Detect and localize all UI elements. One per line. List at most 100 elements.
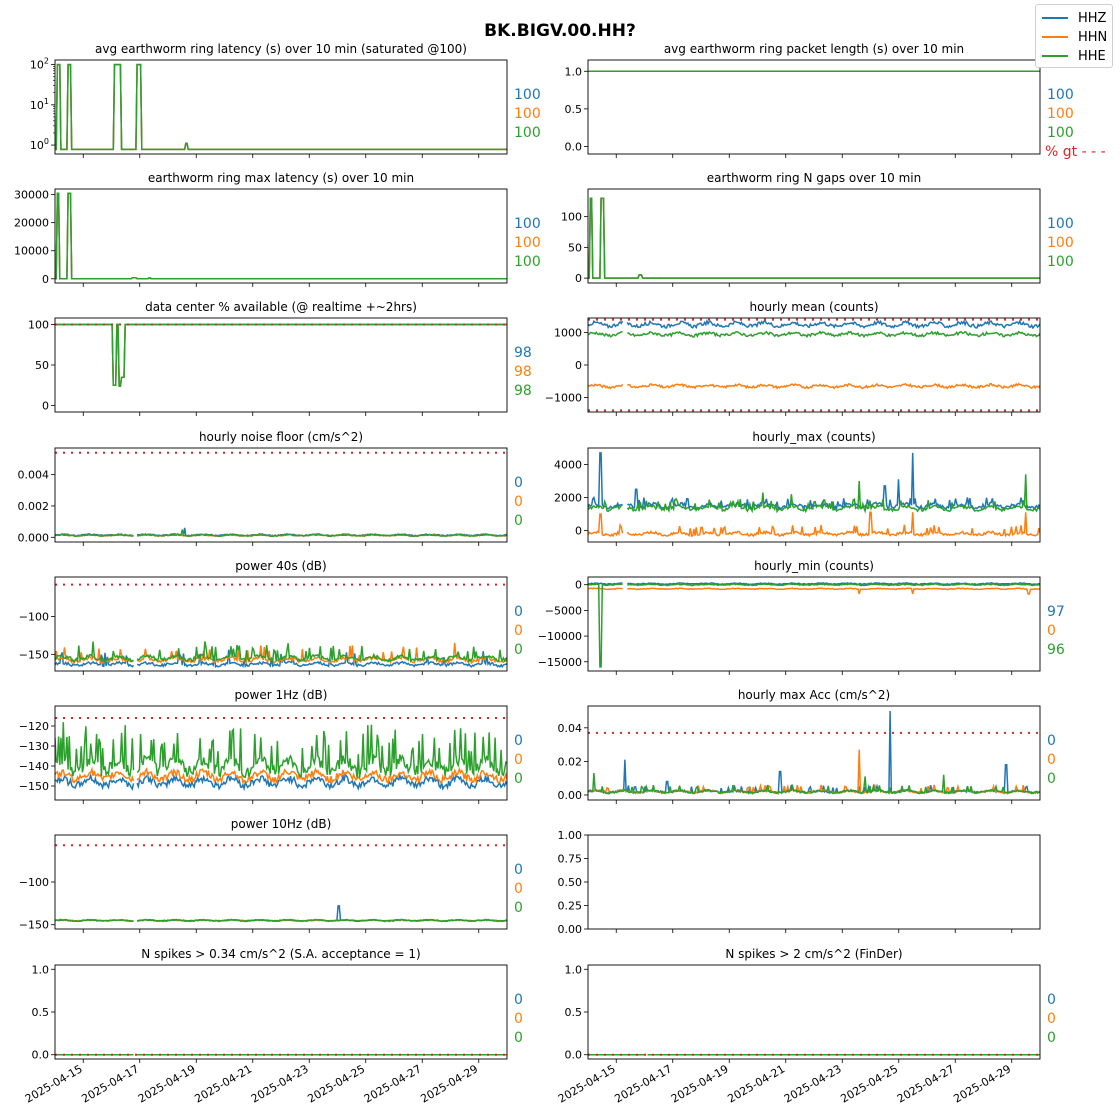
side-value-hhe: 98 (514, 383, 532, 399)
side-value-hhe: 100 (514, 125, 541, 141)
panel-plot-area (55, 63, 507, 151)
panel-title: power 10Hz (dB) (231, 817, 332, 831)
series-hhz-line (588, 710, 1040, 795)
panel-title: hourly noise floor (cm/s^2) (199, 430, 363, 444)
side-value-hhe: 100 (1047, 125, 1074, 141)
y-tick-label: 0.5 (565, 103, 583, 116)
side-value-hhz: 100 (1047, 87, 1074, 103)
x-tick-label: 2025-04-19 (136, 1062, 198, 1105)
legend-label-hhe: HHE (1078, 48, 1106, 64)
panel-ngaps: earthworm ring N gaps over 10 min 0 50 100 1… (561, 171, 1074, 287)
panel-frame (54, 59, 508, 155)
y-tick-label: 0 (575, 524, 582, 537)
panel-title: hourly max Acc (cm/s^2) (738, 688, 890, 702)
panel-title: earthworm ring N gaps over 10 min (707, 171, 921, 185)
y-tick-label: 100 (28, 318, 49, 331)
panel-title: power 40s (dB) (235, 559, 326, 573)
y-tick-label: 0.5 (565, 1006, 583, 1019)
panel-hmin: hourly_min (counts) −15000 −10000 −5000 0 97 0… (538, 559, 1065, 675)
panel-avail: data center % available (@ realtime +~2h… (28, 300, 532, 416)
side-value-hhz: 0 (514, 862, 523, 878)
legend-item-hhe: HHE (1042, 47, 1106, 65)
y-tick-label: 100 (30, 137, 49, 152)
y-tick-label: 0.002 (18, 500, 50, 513)
y-tick-label: 0.25 (558, 900, 583, 913)
x-tick-label: 2025-04-29 (418, 1062, 480, 1105)
y-tick-label: 30000 (14, 189, 49, 202)
y-tick-label: 0 (575, 272, 582, 285)
series-hhz-line (588, 197, 1040, 279)
series-hhn-line (55, 766, 507, 785)
series-hhn-line (588, 382, 1040, 390)
y-tick-label: 0 (575, 359, 582, 372)
y-tick-label: 1000 (554, 327, 582, 340)
figure-title: BK.BIGV.00.HH? (484, 21, 636, 41)
side-value-hhe: 0 (514, 1030, 523, 1046)
side-value-hhn: 0 (1047, 623, 1056, 639)
panel-title: hourly_min (counts) (754, 559, 874, 573)
panel-frame (587, 317, 1041, 413)
side-value-hhn: 0 (1047, 1011, 1056, 1027)
panel-plot-area (55, 844, 507, 923)
panel-p1hz: power 1Hz (dB) −150 −140 −130 −120 0 0 0 (19, 688, 523, 804)
y-tick-label: −120 (19, 720, 49, 733)
y-tick-label: 0.00 (558, 789, 583, 802)
y-tick-label: 0.004 (18, 469, 50, 482)
series-hhz-line (55, 63, 507, 151)
series-hhn-line (55, 63, 507, 151)
y-tick-label: 0.04 (558, 722, 583, 735)
panel-frame (54, 317, 508, 413)
panel-frame (587, 447, 1041, 543)
series-hhz-line (55, 772, 507, 792)
y-tick-label: 0.5 (32, 1006, 50, 1019)
legend-item-hhn: HHN (1042, 28, 1107, 46)
y-tick-label: 0 (42, 273, 49, 286)
panel-plot-area (55, 717, 507, 792)
x-tick-label: 2025-04-19 (669, 1062, 731, 1105)
series-hhe-line (588, 773, 1040, 795)
series-hhe-line (55, 918, 507, 923)
side-value-hhn: 0 (1047, 752, 1056, 768)
side-value-hhe: 0 (514, 900, 523, 916)
y-tick-label: 0.00 (558, 923, 583, 936)
panel-maxlat: earthworm ring max latency (s) over 10 m… (14, 171, 541, 287)
series-hhe-line (55, 323, 507, 387)
y-tick-label: −140 (19, 760, 49, 773)
panel-title: hourly_max (counts) (752, 430, 875, 444)
side-value-hhz: 0 (1047, 733, 1056, 749)
y-tick-label: 2000 (554, 491, 582, 504)
side-value-hhn: 100 (514, 235, 541, 251)
panel-frame (587, 188, 1041, 284)
series-hhe-line (588, 197, 1040, 279)
y-tick-label: 1.0 (565, 963, 583, 976)
panel-plot-area (588, 318, 1040, 412)
panel-plot-area (588, 710, 1040, 796)
panel-p40: power 40s (dB) −150 −100 0 0 0 (19, 559, 523, 675)
legend: HHZ HHN HHE (1035, 4, 1113, 68)
y-tick-label: 50 (35, 359, 49, 372)
side-value-hhe: 0 (1047, 771, 1056, 787)
side-value-hhz: 97 (1047, 604, 1065, 620)
panel-title: hourly mean (counts) (749, 300, 878, 314)
panel-frame (54, 576, 508, 672)
panel-plot-area (55, 583, 507, 669)
panel-hmax: hourly_max (counts) 0 2000 4000 (554, 430, 1041, 546)
y-tick-label: −130 (19, 740, 49, 753)
side-value-hhn: 100 (1047, 235, 1074, 251)
panel-plot-area (588, 582, 1040, 668)
panel-hmean: hourly mean (counts) −1000 0 1000 (545, 300, 1041, 416)
side-value-hhn: 0 (514, 623, 523, 639)
panel-title: data center % available (@ realtime +~2h… (145, 300, 417, 314)
side-value-hhz: 0 (514, 475, 523, 491)
series-hhe-line (55, 722, 507, 779)
threshold-note: % gt - - - (1045, 144, 1106, 160)
y-tick-label: −10000 (538, 630, 582, 643)
y-tick-label: −150 (19, 919, 49, 932)
series-hhe-line (55, 641, 507, 665)
x-tick-label: 2025-04-21 (725, 1062, 787, 1105)
series-hhe-line (55, 63, 507, 151)
x-tick-label: 2025-04-23 (249, 1062, 311, 1105)
panel-frame (587, 964, 1041, 1060)
panel-plot-area (588, 197, 1040, 279)
x-tick-label: 2025-04-27 (362, 1062, 424, 1105)
